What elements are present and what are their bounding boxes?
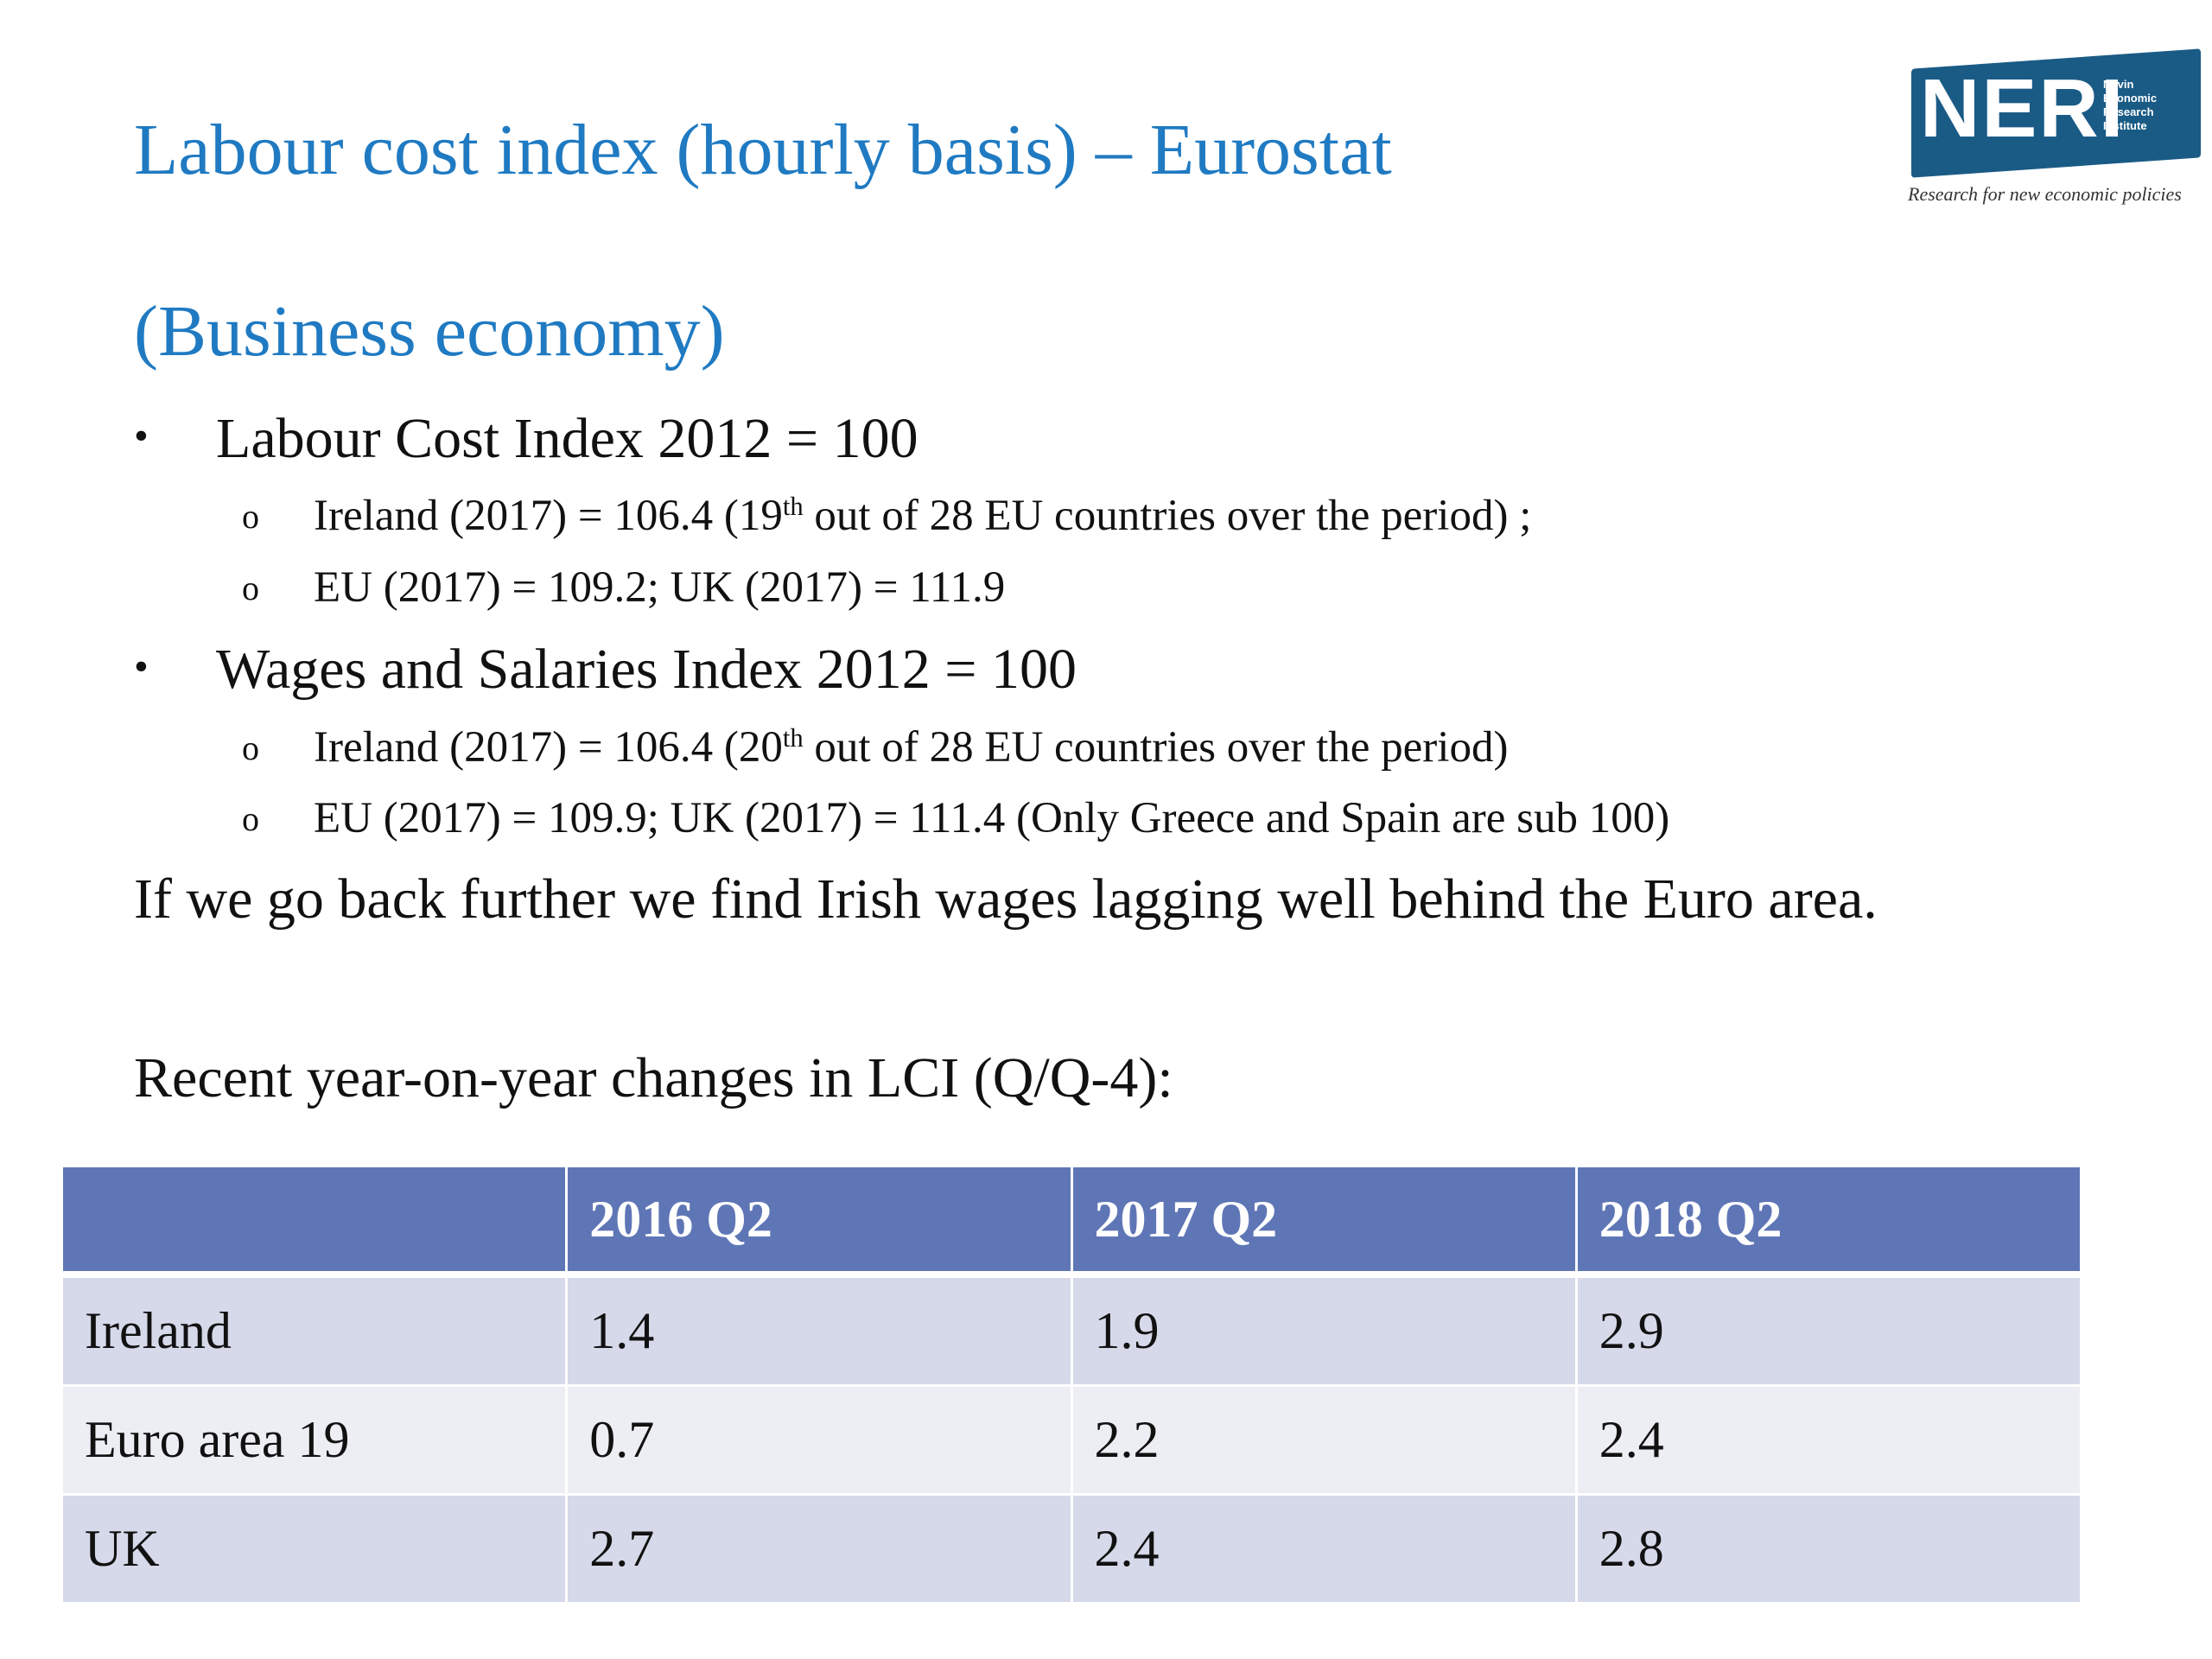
logo-wordmark: NERI bbox=[1920, 62, 2126, 155]
table-cell: UK bbox=[60, 1493, 569, 1605]
table-caption: Recent year-on-year changes in LCI (Q/Q-… bbox=[134, 1046, 1173, 1109]
table-header-cell: 2017 Q2 bbox=[1070, 1165, 1578, 1276]
table-cell: 1.4 bbox=[565, 1271, 1073, 1387]
table-row: UK 2.7 2.4 2.8 bbox=[60, 1493, 2083, 1605]
logo-tagline: Research for new economic policies bbox=[1908, 183, 2182, 205]
sub-bullet-dot: o bbox=[242, 799, 259, 838]
table-cell: 0.7 bbox=[565, 1384, 1073, 1496]
table-cell: 1.9 bbox=[1070, 1271, 1578, 1387]
sub-bullet-text: Ireland (2017) = 106.4 (19th out of 28 E… bbox=[314, 492, 1532, 540]
table-cell: 2.9 bbox=[1574, 1271, 2083, 1387]
table-header-cell: 2018 Q2 bbox=[1574, 1165, 2083, 1276]
sub-bullet-text: EU (2017) = 109.9; UK (2017) = 111.4 (On… bbox=[314, 794, 1670, 842]
table-cell: 2.8 bbox=[1574, 1493, 2083, 1605]
bullet-text: Labour Cost Index 2012 = 100 bbox=[216, 407, 918, 470]
logo-line: Nevin bbox=[2103, 78, 2134, 91]
table-cell: Euro area 19 bbox=[60, 1384, 569, 1496]
sub-bullet-dot: o bbox=[242, 569, 259, 607]
table-cell: 2.2 bbox=[1070, 1384, 1578, 1496]
table-header-row: 2016 Q2 2017 Q2 2018 Q2 bbox=[60, 1165, 2083, 1276]
table-row: Euro area 19 0.7 2.2 2.4 bbox=[60, 1384, 2083, 1496]
paragraph-text: If we go back further we find Irish wage… bbox=[134, 868, 1878, 931]
table-cell: Ireland bbox=[60, 1271, 569, 1387]
sub-bullet-dot: o bbox=[242, 728, 259, 767]
bullet-text: Wages and Salaries Index 2012 = 100 bbox=[216, 638, 1077, 701]
logo-line: Economic bbox=[2103, 92, 2158, 105]
bullet-dot: • bbox=[134, 413, 149, 459]
table-cell: 2.4 bbox=[1574, 1384, 2083, 1496]
logo-line: Research bbox=[2103, 105, 2154, 118]
table-row: Ireland 1.4 1.9 2.9 bbox=[60, 1271, 2083, 1387]
table-cell: 2.7 bbox=[565, 1493, 1073, 1605]
slide-title: Labour cost index (hourly basis) – Euros… bbox=[134, 110, 1392, 190]
neri-logo: NERI Nevin Economic Research Institute R… bbox=[1901, 35, 2203, 216]
table-header-cell bbox=[60, 1165, 569, 1276]
table-cell: 2.4 bbox=[1070, 1493, 1578, 1605]
logo-line: Institute bbox=[2103, 119, 2147, 132]
sub-bullet-text: Ireland (2017) = 106.4 (20th out of 28 E… bbox=[314, 723, 1509, 772]
logo-institute-name: Nevin Economic Research Institute bbox=[2103, 78, 2198, 133]
sub-bullet-text: EU (2017) = 109.2; UK (2017) = 111.9 bbox=[314, 563, 1006, 612]
bullet-dot: • bbox=[134, 644, 149, 690]
table-header-cell: 2016 Q2 bbox=[565, 1165, 1073, 1276]
lci-table: 2016 Q2 2017 Q2 2018 Q2 Ireland 1.4 1.9 … bbox=[60, 1165, 2083, 1605]
slide-subtitle: (Business economy) bbox=[134, 291, 725, 372]
sub-bullet-dot: o bbox=[242, 497, 259, 536]
